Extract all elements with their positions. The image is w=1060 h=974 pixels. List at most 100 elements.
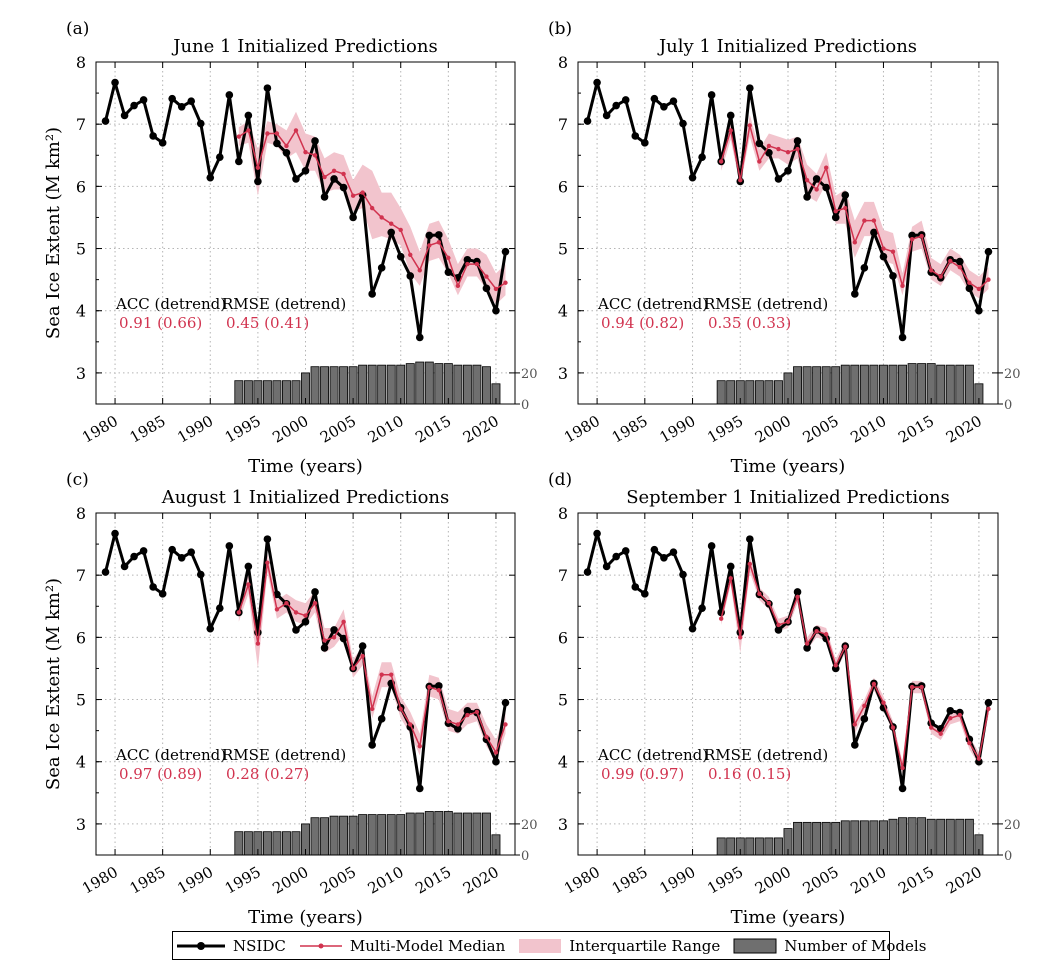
median-point bbox=[427, 243, 432, 248]
model-count-bar bbox=[386, 364, 396, 405]
nsidc-point bbox=[650, 545, 659, 554]
x-tick-label: 2015 bbox=[412, 863, 454, 898]
legend-label-bars: Number of Models bbox=[784, 936, 927, 955]
nsidc-point bbox=[263, 84, 272, 92]
nsidc-point bbox=[320, 193, 329, 201]
y-tick-label: 7 bbox=[76, 115, 86, 134]
model-count-bar bbox=[415, 361, 425, 405]
median-point bbox=[900, 283, 905, 289]
nsidc-point bbox=[822, 183, 830, 192]
model-count-bar bbox=[917, 363, 927, 405]
nsidc-point bbox=[215, 604, 224, 612]
nsidc-point bbox=[707, 91, 716, 99]
model-count-bar bbox=[802, 366, 812, 405]
nsidc-point bbox=[492, 757, 500, 766]
median-point bbox=[957, 265, 963, 270]
median-point bbox=[398, 227, 403, 233]
model-count-bar bbox=[964, 364, 974, 405]
nsidc-point bbox=[406, 272, 415, 280]
nsidc-point bbox=[679, 570, 687, 579]
model-count-bar bbox=[415, 812, 425, 856]
x-tick-label: 2005 bbox=[317, 863, 359, 898]
model-count-bar bbox=[821, 366, 831, 405]
y2-tick-label: 20 bbox=[521, 367, 538, 382]
panel-label: (b) bbox=[548, 19, 572, 39]
median-point bbox=[312, 600, 318, 606]
nsidc-point bbox=[984, 247, 993, 256]
nsidc-point bbox=[273, 139, 281, 148]
x-tick-label: 2005 bbox=[317, 412, 359, 447]
median-point bbox=[389, 672, 394, 677]
median-point bbox=[804, 177, 810, 183]
model-count-bar bbox=[377, 364, 387, 405]
acc-label: ACC (detrend) bbox=[115, 295, 226, 313]
nsidc-point bbox=[168, 545, 176, 554]
legend-swatch-observed bbox=[177, 941, 225, 950]
median-point bbox=[757, 591, 762, 597]
nsidc-point bbox=[463, 255, 472, 264]
nsidc-point bbox=[746, 535, 754, 543]
median-point bbox=[322, 638, 327, 643]
y-axis-label: Sea Ice Extent (M km²) bbox=[43, 578, 64, 790]
legend-label-median: Multi-Model Median bbox=[349, 936, 506, 955]
model-count-bar bbox=[453, 812, 463, 856]
model-count-bar bbox=[812, 366, 822, 405]
nsidc-point bbox=[841, 191, 850, 199]
model-count-bar bbox=[716, 380, 726, 405]
acc-label: ACC (detrend) bbox=[597, 746, 708, 764]
median-point bbox=[862, 703, 867, 708]
median-point bbox=[265, 131, 270, 136]
x-tick-label: 1990 bbox=[656, 863, 698, 898]
model-count-bar bbox=[367, 364, 377, 405]
x-tick-label: 1995 bbox=[704, 863, 746, 898]
x-tick-label: 2010 bbox=[365, 412, 407, 447]
rmse-label: RMSE (detrend) bbox=[222, 746, 346, 764]
nsidc-point bbox=[812, 175, 821, 183]
model-count-bar bbox=[955, 364, 965, 405]
y-tick-label: 6 bbox=[76, 177, 86, 196]
nsidc-point bbox=[612, 101, 620, 110]
model-count-bar bbox=[339, 815, 349, 856]
model-count-bar bbox=[859, 364, 869, 405]
median-point bbox=[852, 722, 858, 727]
y2-tick-label: 0 bbox=[521, 849, 529, 864]
model-count-bar bbox=[272, 380, 282, 405]
panel-title: September 1 Initialized Predictions bbox=[626, 487, 950, 508]
median-point bbox=[465, 261, 470, 267]
nsidc-point bbox=[831, 664, 840, 673]
y-tick-label: 7 bbox=[558, 115, 568, 134]
model-count-bars bbox=[234, 361, 501, 405]
y-tick-label: 7 bbox=[558, 566, 568, 585]
nsidc-point bbox=[755, 139, 764, 148]
model-count-bar bbox=[358, 814, 368, 856]
model-count-bar bbox=[888, 818, 898, 856]
nsidc-point bbox=[196, 119, 205, 128]
panel-label: (d) bbox=[548, 470, 572, 490]
median-point bbox=[503, 722, 508, 727]
median-point bbox=[909, 237, 915, 242]
nsidc-point bbox=[444, 268, 453, 276]
nsidc-point bbox=[898, 333, 907, 342]
nsidc-point bbox=[621, 547, 630, 555]
model-count-bar bbox=[282, 380, 291, 405]
nsidc-point bbox=[851, 290, 859, 298]
median-point bbox=[948, 716, 953, 721]
model-count-bar bbox=[329, 366, 339, 405]
y-tick-label: 4 bbox=[76, 753, 86, 772]
nsidc-point bbox=[311, 588, 319, 596]
x-tick-label: 2000 bbox=[269, 412, 311, 447]
grid bbox=[96, 61, 515, 404]
x-tick-label: 2010 bbox=[365, 863, 407, 898]
median-point bbox=[484, 734, 489, 740]
nsidc-point bbox=[593, 78, 601, 87]
median-point bbox=[293, 128, 299, 133]
median-point bbox=[718, 159, 724, 164]
nsidc-point bbox=[698, 153, 706, 161]
model-count-bar bbox=[282, 831, 291, 856]
x-tick-label: 2020 bbox=[943, 412, 985, 447]
median-point bbox=[427, 684, 432, 690]
nsidc-point bbox=[946, 706, 955, 715]
x-tick-label: 1985 bbox=[127, 863, 169, 898]
model-count-bar bbox=[754, 380, 764, 405]
x-tick-label: 1995 bbox=[222, 412, 264, 447]
